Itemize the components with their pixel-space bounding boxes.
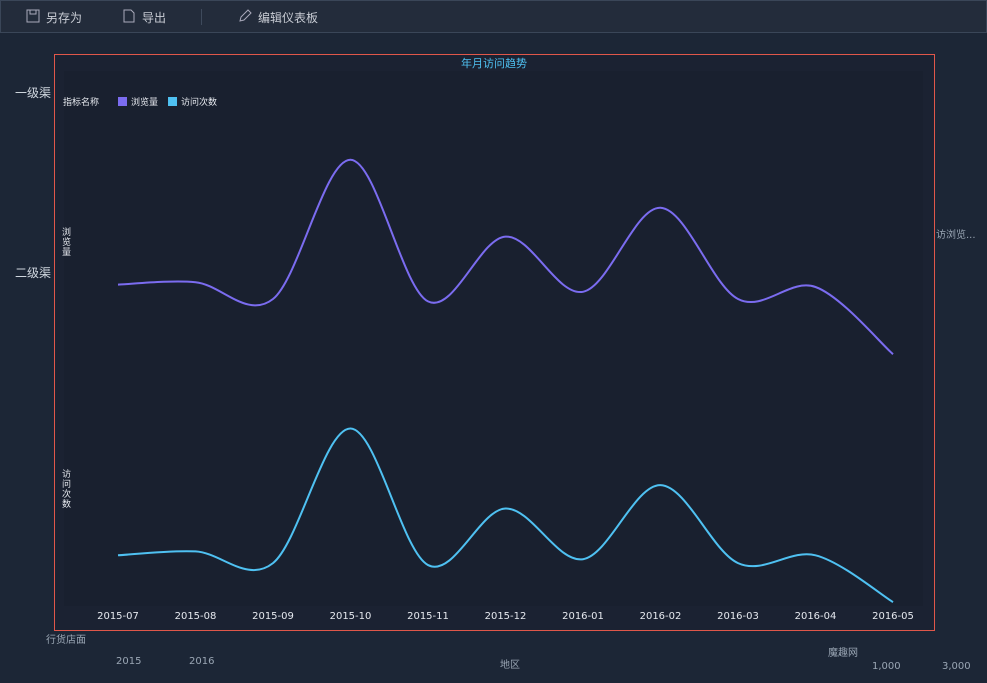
save-icon xyxy=(26,9,40,23)
x-tick-label: 2016-05 xyxy=(872,611,914,622)
legend-label: 浏览量 xyxy=(131,96,158,108)
plot-area xyxy=(64,71,923,606)
bg-text: 访浏览... xyxy=(936,230,976,241)
bg-text: 地区 xyxy=(500,660,520,671)
legend-label: 访问次数 xyxy=(181,96,217,108)
bg-text: 行货店面 xyxy=(46,635,86,646)
bg-text: 1,000 xyxy=(872,661,901,672)
legend-swatch xyxy=(168,97,178,106)
bg-text: 魔趣网 xyxy=(828,648,858,659)
legend-swatch xyxy=(118,97,127,106)
x-tick-label: 2016-04 xyxy=(795,611,837,622)
x-tick-label: 2016-02 xyxy=(640,611,682,622)
toolbar: 另存为 导出 编辑仪表板 xyxy=(0,0,987,33)
bg-text: 2015 xyxy=(116,656,142,667)
bg-text: 3,000 xyxy=(942,661,971,672)
y-axis-label: 浏览量 xyxy=(60,227,70,257)
chart-modal: 年月访问趋势 指标名称 浏览量 访问次数 2015-07 2015-08 2015-09… xyxy=(54,54,935,631)
x-tick-label: 2015-11 xyxy=(407,611,449,622)
export-icon xyxy=(123,9,135,23)
edit-icon xyxy=(239,9,252,22)
bg-text: 二级渠 xyxy=(15,266,52,280)
bg-text: 一级渠 xyxy=(15,86,52,100)
bg-text: 2016 xyxy=(189,656,215,667)
save-as-button[interactable]: 另存为 xyxy=(46,11,83,25)
x-tick-label: 2015-12 xyxy=(485,611,527,622)
x-tick-label: 2015-07 xyxy=(97,611,139,622)
line-series xyxy=(117,158,894,355)
x-tick-label: 2015-09 xyxy=(252,611,294,622)
x-tick-label: 2016-01 xyxy=(562,611,604,622)
chart-title: 年月访问趋势 xyxy=(461,56,527,70)
export-button[interactable]: 导出 xyxy=(142,11,167,25)
x-tick-label: 2015-08 xyxy=(175,611,217,622)
edit-dashboard-button[interactable]: 编辑仪表板 xyxy=(258,11,319,25)
line-series xyxy=(117,427,894,603)
x-tick-label: 2016-03 xyxy=(717,611,759,622)
legend-title: 指标名称 xyxy=(63,96,99,108)
x-tick-label: 2015-10 xyxy=(330,611,372,622)
divider xyxy=(201,9,202,25)
y2-axis-label: 访问次数 xyxy=(60,469,70,509)
